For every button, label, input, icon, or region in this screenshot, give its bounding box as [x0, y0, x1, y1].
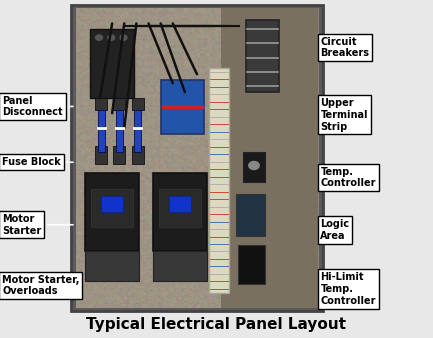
- Bar: [132, 98, 144, 110]
- Text: Motor
Starter: Motor Starter: [2, 214, 73, 236]
- Bar: [209, 68, 229, 293]
- Bar: [85, 173, 139, 251]
- Text: Logic
Area: Logic Area: [320, 219, 349, 241]
- Text: Temp.
Controller: Temp. Controller: [320, 167, 376, 188]
- Text: Motor Starter,
Overloads: Motor Starter, Overloads: [2, 275, 80, 296]
- Text: Circuit
Breakers: Circuit Breakers: [320, 37, 369, 58]
- Bar: [132, 146, 144, 164]
- Bar: [91, 189, 133, 227]
- Bar: [221, 8, 318, 308]
- Bar: [101, 196, 123, 212]
- Bar: [116, 110, 123, 152]
- Bar: [90, 29, 134, 98]
- Bar: [153, 251, 207, 281]
- Bar: [246, 20, 279, 92]
- Text: Fuse Block: Fuse Block: [2, 157, 73, 167]
- Bar: [113, 98, 126, 110]
- Text: Panel
Disconnect: Panel Disconnect: [2, 96, 73, 117]
- Bar: [236, 194, 265, 236]
- Bar: [159, 189, 201, 227]
- Bar: [161, 80, 204, 134]
- Bar: [238, 245, 265, 284]
- Circle shape: [249, 162, 259, 170]
- Bar: [85, 251, 139, 281]
- Bar: [169, 196, 191, 212]
- Bar: [95, 98, 107, 110]
- Bar: [153, 173, 207, 251]
- Bar: [71, 5, 323, 311]
- Bar: [76, 8, 318, 308]
- Bar: [113, 146, 126, 164]
- Bar: [134, 110, 141, 152]
- Circle shape: [96, 35, 103, 40]
- Text: Typical Electrical Panel Layout: Typical Electrical Panel Layout: [87, 317, 346, 332]
- Circle shape: [120, 35, 127, 40]
- Bar: [97, 110, 105, 152]
- Text: Hi-Limit
Temp.
Controller: Hi-Limit Temp. Controller: [320, 272, 376, 306]
- Bar: [243, 152, 265, 182]
- Circle shape: [108, 35, 115, 40]
- Text: Upper
Terminal
Strip: Upper Terminal Strip: [320, 98, 368, 131]
- Bar: [95, 146, 107, 164]
